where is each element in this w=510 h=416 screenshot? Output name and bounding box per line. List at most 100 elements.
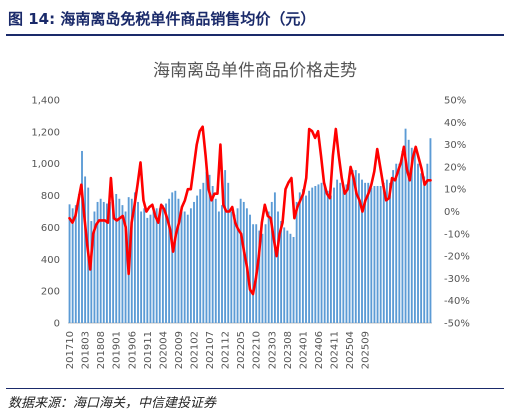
- bar: [183, 211, 186, 323]
- y-right-tick-label: 40%: [444, 118, 466, 129]
- bar: [376, 186, 379, 323]
- bar: [233, 214, 236, 323]
- bar: [249, 214, 251, 323]
- bar: [277, 211, 279, 323]
- y-right-tick-label: 10%: [444, 185, 466, 196]
- x-tick-label: 202406: [314, 331, 325, 369]
- bar: [224, 170, 227, 323]
- bar: [186, 214, 189, 323]
- bar: [227, 182, 230, 323]
- bar: [417, 163, 419, 323]
- bar: [367, 182, 370, 323]
- bar: [68, 204, 71, 323]
- y-right-tick-label: 0%: [444, 207, 460, 218]
- x-tick-label: 201901: [112, 331, 123, 369]
- bar: [423, 176, 426, 323]
- bar: [413, 150, 416, 323]
- y-right-tick-label: -20%: [444, 252, 470, 263]
- bar: [193, 201, 195, 323]
- bar: [102, 201, 105, 323]
- bar: [171, 192, 174, 323]
- bar: [205, 171, 208, 323]
- bar: [354, 170, 357, 323]
- bar: [258, 230, 261, 323]
- bar: [429, 138, 432, 323]
- x-tick-label: 201803: [81, 331, 92, 369]
- x-tick-label: 201808: [96, 331, 107, 369]
- bar: [196, 195, 199, 323]
- bar: [168, 198, 171, 323]
- bar: [420, 173, 423, 323]
- bar: [84, 176, 87, 323]
- bar: [99, 198, 102, 323]
- y-right-tick-label: -10%: [444, 229, 470, 240]
- bar: [155, 208, 158, 323]
- y-right-tick-label: -30%: [444, 274, 470, 285]
- y-right-tick-label: 20%: [444, 162, 466, 173]
- bar: [292, 236, 295, 323]
- bar: [311, 187, 314, 323]
- bar: [326, 190, 329, 323]
- bar: [385, 179, 388, 323]
- bar: [208, 174, 211, 323]
- bar: [270, 201, 273, 323]
- line-series: [68, 125, 432, 296]
- bar: [124, 211, 127, 323]
- bar: [112, 200, 115, 323]
- header-divider: [6, 34, 504, 36]
- bar: [214, 198, 217, 323]
- bar: [264, 224, 267, 323]
- bar: [339, 182, 342, 323]
- bar: [221, 205, 223, 323]
- bar: [177, 198, 180, 323]
- bar: [379, 186, 382, 323]
- bar: [308, 190, 311, 323]
- bar: [364, 182, 367, 323]
- bar: [361, 179, 363, 323]
- bar: [130, 198, 133, 323]
- y-left-tick-label: 1,200: [31, 127, 60, 138]
- bar: [404, 128, 407, 323]
- bar: [351, 170, 354, 323]
- bar: [392, 170, 395, 323]
- y-left-tick-label: 400: [41, 255, 60, 266]
- chart-svg: 0 200 400 600 800 1,000 1,200 1,400 -50% -40% -30%…: [31, 96, 470, 370]
- y-right-tick-label: 30%: [444, 140, 466, 151]
- x-tick-label: 202102: [190, 331, 201, 369]
- bar: [298, 192, 301, 323]
- x-tick-label: 201906: [127, 331, 138, 369]
- bar: [382, 182, 385, 323]
- x-tick-label: 202112: [221, 331, 232, 369]
- bar: [165, 203, 167, 323]
- bar: [301, 189, 304, 323]
- bar: [317, 184, 320, 323]
- bar: [267, 211, 270, 323]
- bar: [373, 186, 376, 323]
- bar: [133, 192, 136, 323]
- footer-divider: [6, 388, 504, 389]
- bar: [236, 208, 239, 323]
- bar: [280, 221, 283, 323]
- x-tick-label: 202401: [298, 331, 309, 369]
- bar: [286, 230, 289, 323]
- bar: [96, 201, 99, 323]
- bar: [252, 224, 255, 323]
- x-tick-label: 202303: [267, 331, 278, 369]
- bar: [115, 193, 118, 323]
- bar: [398, 163, 401, 323]
- bar: [121, 205, 124, 323]
- bar: [74, 205, 77, 323]
- bar: [239, 198, 242, 323]
- x-tick-label: 202004: [158, 331, 169, 369]
- bar: [320, 182, 323, 323]
- y-left-tick-label: 1,400: [31, 96, 60, 107]
- bar: [174, 190, 177, 323]
- bar: [261, 233, 264, 323]
- bar: [283, 227, 286, 323]
- bar: [389, 182, 391, 323]
- figure-title: 图 14: 海南离岛免税单件商品销售均价（元）: [8, 10, 316, 28]
- y-right-tick-label: -50%: [444, 319, 470, 330]
- bar: [149, 214, 152, 323]
- bar: [140, 211, 143, 323]
- bar: [345, 184, 348, 323]
